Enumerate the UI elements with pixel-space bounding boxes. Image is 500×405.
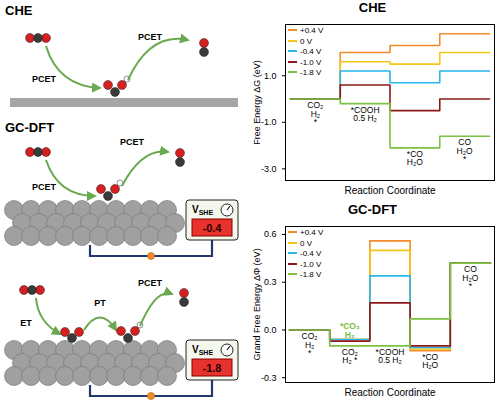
svg-text:COH₂O*: COH₂O* bbox=[462, 264, 478, 291]
svg-text:-0.3: -0.3 bbox=[261, 373, 277, 383]
html-text:+0.4 V: +0.4 V bbox=[300, 26, 324, 35]
html-text:-1.8 V: -1.8 V bbox=[300, 270, 322, 279]
html-text:GC-DFT: GC-DFT bbox=[347, 202, 397, 217]
svg-text:*COOH0.5 H₂: *COOH0.5 H₂ bbox=[376, 347, 405, 366]
svg-text:Free Energy ΔG (eV): Free Energy ΔG (eV) bbox=[252, 60, 262, 145]
svg-text:CHE: CHE bbox=[5, 3, 33, 18]
svg-text:CO₂H₂*: CO₂H₂* bbox=[302, 331, 318, 358]
html-text:-1.8 V: -1.8 V bbox=[300, 68, 322, 77]
svg-text:VSHE: VSHE bbox=[192, 344, 213, 356]
html-text:-0.4 V: -0.4 V bbox=[300, 249, 322, 258]
svg-text:PT: PT bbox=[94, 298, 106, 308]
svg-text:Grand Free Energy ΔΦ (eV): Grand Free Energy ΔΦ (eV) bbox=[252, 248, 262, 360]
svg-text:0.0: 0.0 bbox=[264, 325, 277, 335]
html-text:CHE: CHE bbox=[358, 0, 387, 15]
html-text:-1.0 V: -1.0 V bbox=[300, 259, 322, 269]
svg-text:-0.4: -0.4 bbox=[203, 222, 223, 234]
svg-text:PCET: PCET bbox=[138, 32, 163, 42]
svg-text:COH₂O*: COH₂O* bbox=[457, 137, 473, 164]
svg-text:ET: ET bbox=[20, 318, 32, 328]
svg-text:Reaction Coordinate: Reaction Coordinate bbox=[344, 387, 436, 398]
svg-text:0.6: 0.6 bbox=[264, 229, 277, 239]
html-text:-1.0 V: -1.0 V bbox=[300, 57, 322, 67]
html-text:0 V: 0 V bbox=[300, 238, 312, 248]
svg-text:*COOH0.5 H₂: *COOH0.5 H₂ bbox=[351, 105, 380, 124]
svg-text:*CO₂H₂: *CO₂H₂ bbox=[340, 321, 360, 340]
svg-text:PCET: PCET bbox=[32, 74, 57, 84]
html-text:+0.4 V: +0.4 V bbox=[300, 228, 324, 237]
svg-text:-1.0: -1.0 bbox=[261, 117, 277, 127]
html-text:-0.4 V: -0.4 V bbox=[300, 47, 322, 56]
svg-text:PCET: PCET bbox=[120, 137, 145, 147]
svg-text:0.3: 0.3 bbox=[264, 277, 277, 287]
svg-text:*COH₂O: *COH₂O bbox=[422, 352, 438, 371]
svg-text:1.0: 1.0 bbox=[264, 71, 277, 81]
svg-text:PCET: PCET bbox=[32, 182, 57, 192]
svg-text:-3.0: -3.0 bbox=[261, 164, 277, 174]
svg-text:Reaction Coordinate: Reaction Coordinate bbox=[344, 185, 436, 196]
html-text:0 V: 0 V bbox=[300, 36, 312, 46]
svg-text:VSHE: VSHE bbox=[192, 204, 213, 216]
svg-text:-1.8: -1.8 bbox=[203, 362, 222, 374]
svg-text:PCET: PCET bbox=[138, 278, 163, 288]
svg-text:GC-DFT: GC-DFT bbox=[5, 120, 54, 135]
svg-text:*COH₂O: *COH₂O bbox=[407, 149, 423, 168]
svg-text:CO₂H₂ *: CO₂H₂ * bbox=[342, 347, 358, 366]
svg-text:CO₂H₂*: CO₂H₂* bbox=[307, 100, 323, 127]
